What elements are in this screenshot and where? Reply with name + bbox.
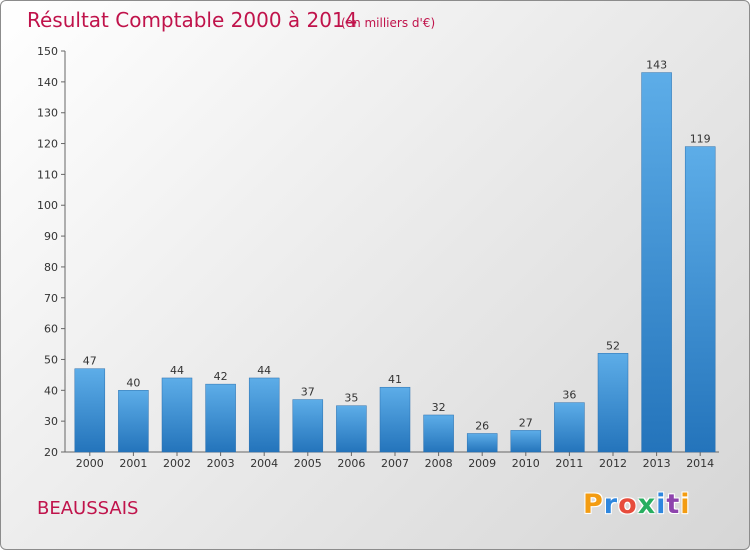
bar-2007 [379, 386, 411, 453]
x-tick-label-2003: 2003 [207, 457, 235, 470]
data-label-2011: 36 [562, 389, 576, 402]
logo-letter: r [603, 489, 619, 520]
y-tick-label: 150 [37, 45, 58, 58]
y-tick-label: 140 [37, 76, 58, 89]
x-tick-label-2000: 2000 [76, 457, 104, 470]
x-tick-label-2007: 2007 [381, 457, 409, 470]
logo-letter: t [666, 489, 681, 520]
data-label-2003: 42 [214, 370, 228, 383]
bar-2004 [248, 377, 280, 453]
logo-letter: o [618, 489, 638, 520]
y-tick-label: 90 [44, 230, 58, 243]
bar-2001 [118, 390, 149, 453]
data-label-2010: 27 [519, 416, 533, 429]
logo-letter: i [680, 489, 691, 520]
x-tick-label-2008: 2008 [425, 457, 453, 470]
data-label-2000: 47 [83, 355, 97, 368]
y-tick-label: 100 [37, 199, 58, 212]
data-label-2007: 41 [388, 373, 402, 386]
x-tick-label-2004: 2004 [250, 457, 278, 470]
data-label-2002: 44 [170, 364, 184, 377]
data-label-2005: 37 [301, 386, 315, 399]
data-label-2004: 44 [257, 364, 271, 377]
data-label-2001: 40 [126, 376, 140, 389]
data-label-2008: 32 [432, 401, 446, 414]
chart-title: Résultat Comptable 2000 à 2014 [27, 8, 357, 32]
x-tick-label-2014: 2014 [686, 457, 714, 470]
y-tick-label: 70 [44, 292, 58, 305]
bar-2000 [74, 368, 106, 453]
bar-2008 [423, 414, 454, 453]
y-tick-label: 110 [37, 168, 58, 181]
x-tick-label-2001: 2001 [119, 457, 147, 470]
bar-2006 [336, 405, 367, 453]
x-tick-label-2006: 2006 [337, 457, 365, 470]
data-label-2012: 52 [606, 339, 620, 352]
bar-2012 [597, 353, 629, 453]
y-tick-label: 40 [44, 384, 58, 397]
y-tick-label: 120 [37, 138, 58, 151]
axes: 20 30 40 50 60 70 80 90 100 110 120 130 140 150 2000 20… [37, 45, 719, 470]
y-tick-label: 30 [44, 415, 58, 428]
x-tick-label-2013: 2013 [643, 457, 671, 470]
x-tick-label-2011: 2011 [555, 457, 583, 470]
x-tick-label-2012: 2012 [599, 457, 627, 470]
x-tick-label-2010: 2010 [512, 457, 540, 470]
y-tick-label: 20 [44, 446, 58, 459]
bar-2014 [684, 146, 716, 453]
chart-subtitle: (en milliers d'€) [341, 16, 435, 30]
y-tick-label: 80 [44, 261, 58, 274]
data-label-2009: 26 [475, 419, 489, 432]
place-label: BEAUSSAIS [37, 498, 138, 519]
x-tick-label-2005: 2005 [294, 457, 322, 470]
y-tick-label: 130 [37, 107, 58, 120]
bar-2002 [161, 377, 193, 453]
data-label-2006: 35 [344, 392, 358, 405]
data-label-2013: 143 [646, 59, 667, 72]
bar-2013 [641, 72, 672, 453]
bar-2011 [554, 402, 585, 453]
y-tick-label: 60 [44, 323, 58, 336]
y-tick-label: 50 [44, 353, 58, 366]
bar-2005 [292, 399, 324, 453]
logo-letter: i [656, 489, 667, 520]
data-label-2014: 119 [690, 133, 711, 146]
proxiti-logo: Proxiti [583, 489, 691, 520]
logo-letter: P [583, 489, 604, 520]
x-tick-label-2002: 2002 [163, 457, 191, 470]
data-labels-group: 47 40 44 42 44 37 35 41 32 26 27 36 52 143 119 [83, 59, 711, 433]
bars-group [74, 72, 716, 453]
bar-2003 [205, 383, 236, 453]
logo-letter: x [637, 489, 657, 520]
bar-2009 [466, 433, 498, 453]
bar-2010 [510, 430, 542, 453]
x-tick-label-2009: 2009 [468, 457, 496, 470]
